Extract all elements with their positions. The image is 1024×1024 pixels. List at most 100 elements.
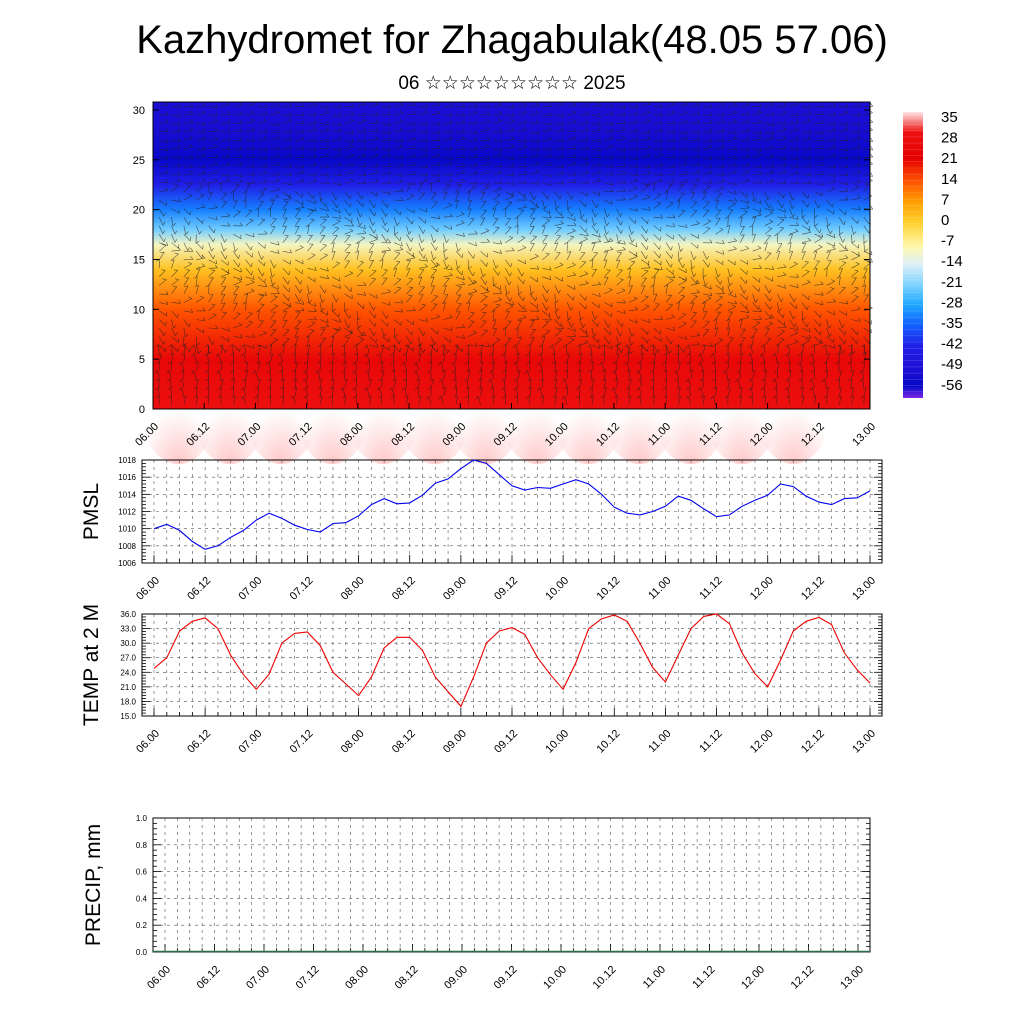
wind-barb-flag	[217, 386, 222, 390]
wind-barb	[208, 182, 210, 192]
wind-barb-flag	[556, 308, 560, 312]
wind-barb	[492, 259, 497, 269]
wind-barb	[245, 276, 255, 280]
wind-barb-flag	[558, 315, 561, 320]
wind-barb-flag	[820, 136, 824, 141]
wind-barb-flag	[659, 245, 661, 250]
wind-barb-flag	[492, 328, 497, 330]
wind-barb	[369, 165, 379, 167]
wind-barb	[777, 138, 787, 141]
wind-barb	[554, 327, 564, 329]
wind-barb	[319, 244, 327, 252]
wind-barb-flag	[795, 170, 799, 174]
wind-barb	[690, 282, 700, 286]
x-tick-label: 09.12	[492, 964, 520, 992]
wind-barb-flag	[832, 178, 836, 183]
wind-barb-flag	[314, 120, 317, 124]
wind-barb-flag	[487, 343, 490, 348]
wind-barb	[344, 121, 354, 124]
wind-barb-flag	[784, 208, 786, 213]
wind-barb	[539, 361, 543, 371]
wind-barb-flag	[680, 295, 685, 297]
wind-barb-flag	[536, 180, 540, 185]
wind-barb-flag	[174, 184, 179, 186]
wind-barb	[727, 285, 731, 294]
wind-barb	[639, 395, 642, 405]
wind-barb	[678, 287, 685, 295]
wind-barb	[406, 139, 416, 141]
wind-barb-flag	[561, 214, 564, 219]
wind-barb-flag	[821, 300, 824, 306]
wind-barb	[282, 208, 287, 218]
wind-barb-flag	[846, 147, 849, 152]
wind-barb-flag	[363, 291, 367, 296]
wind-barb-flag	[833, 111, 836, 116]
wind-barb-flag	[303, 361, 308, 365]
wind-barb-flag	[555, 299, 559, 304]
wind-barb	[529, 217, 536, 226]
wind-barb-flag	[164, 169, 169, 174]
wind-barb-flag	[450, 155, 453, 160]
wind-barb	[851, 277, 857, 286]
wind-barb-flag	[364, 387, 368, 391]
wind-barb	[354, 370, 358, 380]
wind-barb-flag	[165, 291, 169, 295]
wind-barb-flag	[242, 190, 247, 194]
wind-barb-flag	[659, 330, 661, 335]
wind-barb-flag	[718, 295, 723, 298]
wind-barb	[517, 207, 527, 209]
wind-barb	[319, 285, 325, 294]
wind-barb	[467, 208, 472, 218]
wind-barb	[863, 225, 870, 234]
wind-barb	[591, 395, 594, 405]
wind-barb-flag	[236, 312, 241, 315]
wind-barb-flag	[537, 387, 541, 391]
wind-barb-flag	[594, 315, 598, 320]
wind-barb-flag	[203, 164, 206, 169]
wind-barb-flag	[685, 344, 690, 349]
wind-barb	[467, 218, 475, 226]
wind-barb-flag	[844, 254, 849, 259]
wind-barb	[616, 165, 626, 168]
wind-barb-flag	[597, 127, 601, 131]
wind-barb-flag	[649, 344, 654, 348]
wind-barb-flag	[856, 194, 861, 198]
wind-barb-flag	[425, 103, 428, 108]
wind-barb-flag	[342, 395, 347, 398]
wind-barb-flag	[787, 370, 792, 373]
wind-barb	[739, 285, 745, 294]
wind-barb	[418, 269, 425, 277]
wind-barb	[641, 344, 648, 352]
wind-barb-flag	[214, 144, 218, 148]
wind-barb	[603, 251, 609, 260]
wind-barb	[826, 281, 835, 286]
wind-barb-flag	[473, 254, 475, 259]
wind-barb-flag	[825, 353, 830, 356]
wind-barb-flag	[686, 361, 690, 365]
wind-barb	[282, 174, 292, 176]
wind-barb	[676, 370, 679, 380]
wind-barb	[641, 234, 647, 242]
wind-barb	[394, 310, 404, 313]
wind-barb	[740, 207, 750, 209]
wind-barb	[418, 131, 428, 133]
wind-barb	[578, 387, 580, 397]
wind-barb-flag	[735, 378, 739, 383]
wind-barb-flag	[523, 126, 527, 130]
y-tick-label: 0.2	[136, 921, 148, 930]
wind-barb-flag	[558, 289, 561, 294]
wind-barb	[715, 311, 721, 320]
wind-barb	[727, 148, 737, 151]
wind-barb-flag	[792, 213, 796, 218]
wind-barb	[220, 251, 226, 260]
wind-barb-flag	[167, 361, 172, 365]
wind-barb	[295, 207, 305, 209]
wind-barb	[653, 353, 657, 363]
wind-barb	[245, 336, 255, 338]
wind-barb	[566, 319, 572, 328]
wind-barb-flag	[252, 179, 255, 184]
wind-barb-flag	[233, 302, 238, 304]
wind-barb-flag	[670, 246, 673, 251]
wind-barb-flag	[511, 247, 515, 251]
wind-barb-flag	[208, 191, 213, 193]
